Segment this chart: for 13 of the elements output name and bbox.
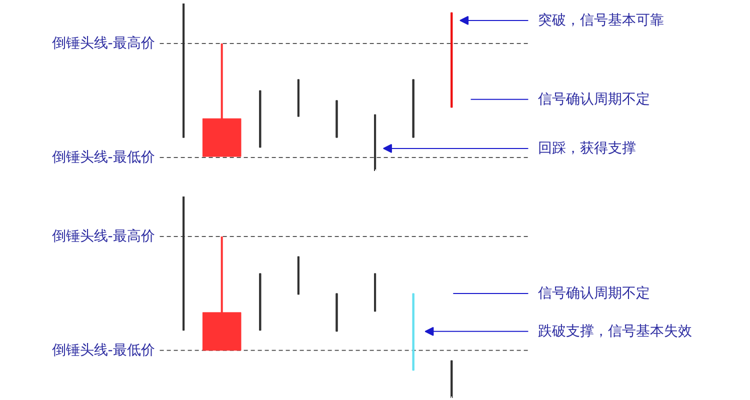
candlestick [182,4,185,138]
text: 回踩，获得支撑 [538,140,636,156]
ref-line-label: 倒锤头线-最低价 [52,150,155,166]
text: 信号确认周期不定 [538,91,650,108]
text: 跌破支撑，信号基本失效 [538,323,692,340]
ref-line-label: 倒锤头线-最高价 [52,228,155,244]
candlestick [297,78,300,118]
candlestick [412,78,414,139]
ref-line-label: 倒锤头线-最低价 [52,342,155,358]
text: 信号确认周期不定 [538,285,650,302]
candlestick [336,99,338,139]
ref-line-label: 倒锤头线-最高价 [52,35,155,52]
text: 突破，信号基本可靠 [538,12,664,28]
